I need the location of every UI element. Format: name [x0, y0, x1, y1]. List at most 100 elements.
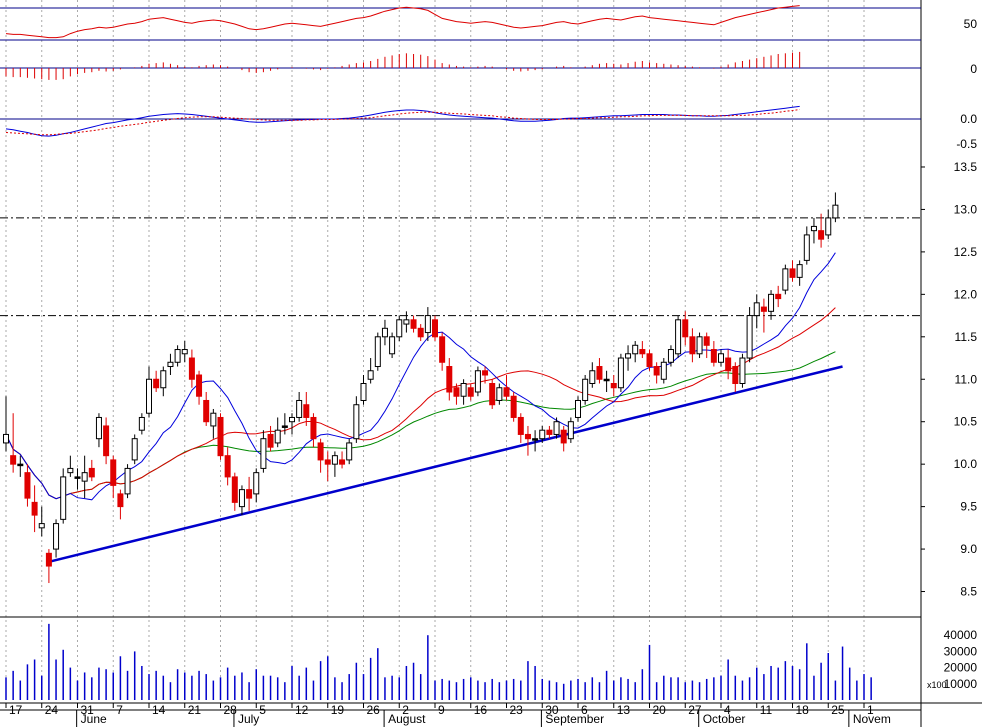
candle [789, 268, 796, 278]
volume-tick-label: 40000 [944, 628, 978, 642]
candle [667, 349, 674, 363]
candle [181, 349, 188, 355]
macd-axis-label: -0.5 [956, 137, 977, 151]
candle [796, 264, 803, 278]
volume-tick-label: 20000 [944, 661, 978, 675]
candle [446, 366, 453, 393]
candle [203, 399, 210, 423]
grid-lines [5, 0, 865, 700]
candle [188, 357, 195, 380]
macd-panel [0, 105, 921, 137]
candle [682, 319, 689, 338]
candle [138, 416, 145, 431]
candle [710, 349, 717, 363]
rsi-axis-label: 50 [964, 17, 978, 31]
candle [174, 349, 181, 363]
candle [3, 433, 9, 444]
price-panel [0, 192, 921, 584]
candle [546, 429, 553, 435]
candle [346, 442, 353, 461]
month-label: July [238, 712, 259, 726]
candle [81, 472, 88, 482]
price-tick-label: 8.5 [960, 585, 977, 599]
month-label: June [81, 712, 107, 726]
candle [317, 442, 324, 461]
candle [67, 467, 74, 474]
candle [582, 378, 589, 401]
candle [803, 234, 810, 261]
candle [303, 404, 310, 418]
candle [10, 455, 17, 465]
candle [625, 353, 632, 359]
candle [88, 467, 95, 478]
candle [617, 357, 624, 389]
candle [453, 387, 460, 397]
candle [110, 459, 117, 486]
candle [403, 319, 410, 325]
candle [474, 370, 481, 393]
volume-panel [5, 623, 872, 700]
candle [424, 315, 431, 334]
candle [725, 357, 732, 372]
candle [660, 361, 667, 380]
candle [539, 429, 546, 440]
candle [482, 370, 489, 376]
price-tick-label: 10.5 [954, 415, 978, 429]
price-tick-label: 12.0 [954, 287, 978, 301]
price-tick-label: 11.0 [955, 372, 978, 386]
candle [310, 416, 317, 440]
candle [210, 412, 217, 427]
candle [718, 353, 724, 363]
support-trendline [48, 365, 843, 564]
candle [267, 433, 274, 448]
candle [31, 501, 38, 516]
month-label: October [703, 712, 746, 726]
candle [646, 353, 653, 368]
candle [396, 319, 403, 338]
macd-line [5, 105, 800, 137]
candle [339, 459, 346, 465]
candle [768, 293, 775, 312]
volume-tick-label: 30000 [944, 644, 978, 658]
candle [117, 493, 124, 508]
candle [246, 489, 253, 499]
candle [17, 463, 24, 467]
month-label: August [388, 712, 426, 726]
candle [432, 319, 438, 338]
macd-signal-line [5, 109, 800, 136]
volume-tick-label: 10000 [944, 677, 978, 691]
candle [553, 421, 560, 435]
candle [489, 383, 496, 406]
candle [331, 455, 338, 465]
candle [760, 306, 767, 312]
candle [703, 336, 710, 346]
candle [45, 552, 52, 567]
price-tick-label: 11.5 [955, 330, 978, 344]
candle [38, 523, 45, 529]
candle [589, 370, 596, 385]
candle [517, 416, 524, 435]
candle [439, 336, 446, 363]
candle [260, 438, 267, 469]
candle [274, 429, 281, 444]
candle [496, 387, 503, 401]
candle [74, 476, 81, 479]
candle [610, 383, 617, 389]
candle [639, 349, 646, 355]
candle [367, 370, 374, 380]
rsi-axis-label: 0 [970, 62, 977, 76]
candle [167, 361, 174, 368]
candle [775, 293, 782, 300]
candle [146, 378, 152, 414]
candle [153, 378, 160, 389]
candle [281, 425, 288, 428]
candle [353, 404, 360, 440]
month-label: September [545, 712, 604, 726]
candle [217, 416, 224, 457]
month-label: Novem [853, 712, 891, 726]
macd-axis-label: 0.0 [960, 112, 977, 126]
candle [224, 455, 231, 478]
candle [818, 230, 825, 240]
price-tick-label: 9.0 [960, 542, 977, 556]
candle [196, 374, 203, 397]
